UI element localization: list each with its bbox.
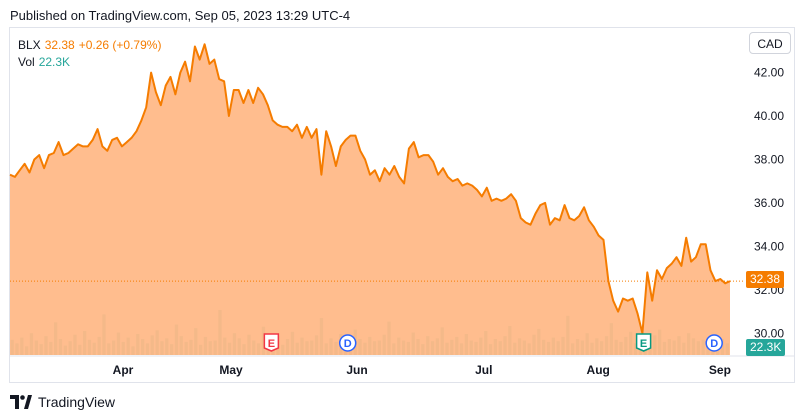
price-area xyxy=(10,44,730,356)
y-tick-label: 40.00 xyxy=(754,109,784,123)
volume-label: Vol xyxy=(18,55,35,69)
x-axis-ticks: Apr May Jun Jul Aug Sep xyxy=(113,363,731,377)
tradingview-logo-icon xyxy=(10,395,32,409)
footer-brand[interactable]: TradingView xyxy=(10,394,115,410)
event-marker-label: E xyxy=(640,338,647,350)
symbol-label: BLX xyxy=(18,38,41,52)
currency-button[interactable]: CAD xyxy=(749,32,791,54)
published-caption: Published on TradingView.com, Sep 05, 20… xyxy=(10,8,351,23)
legend-volume-row[interactable]: Vol 22.3K xyxy=(18,54,161,71)
price-axis-tag: 32.38 xyxy=(746,271,785,288)
x-tick-label: Sep xyxy=(709,363,731,377)
x-tick-label: Aug xyxy=(587,363,610,377)
y-tick-label: 38.00 xyxy=(754,153,784,167)
chart-frame xyxy=(9,27,795,383)
x-tick-label: May xyxy=(219,363,243,377)
x-tick-label: Jul xyxy=(475,363,492,377)
earnings-marker[interactable]: E xyxy=(263,333,280,352)
y-tick-label: 42.00 xyxy=(754,66,784,80)
brand-name: TradingView xyxy=(38,394,116,410)
y-tick-label: 34.00 xyxy=(754,239,784,253)
legend-price-row[interactable]: BLX 32.38 +0.26 (+0.79%) xyxy=(18,37,161,54)
earnings-marker[interactable]: E xyxy=(635,333,652,352)
dividend-marker[interactable]: D xyxy=(338,334,357,352)
event-marker-label: D xyxy=(344,338,352,350)
x-tick-label: Apr xyxy=(113,363,134,377)
event-marker-label: E xyxy=(268,338,275,350)
y-tick-label: 30.00 xyxy=(754,326,784,340)
event-marker-label: D xyxy=(710,338,718,350)
volume-axis-tag: 22.3K xyxy=(746,339,786,356)
x-tick-label: Jun xyxy=(346,363,367,377)
y-tick-label: 36.00 xyxy=(754,196,784,210)
volume-value: 22.3K xyxy=(38,55,71,69)
dividend-marker[interactable]: D xyxy=(705,334,723,352)
legend: BLX 32.38 +0.26 (+0.79%) Vol 22.3K xyxy=(18,37,161,71)
last-price: 32.38 xyxy=(44,38,75,52)
price-line xyxy=(9,43,731,335)
price-change: +0.26 (+0.79%) xyxy=(78,38,162,52)
